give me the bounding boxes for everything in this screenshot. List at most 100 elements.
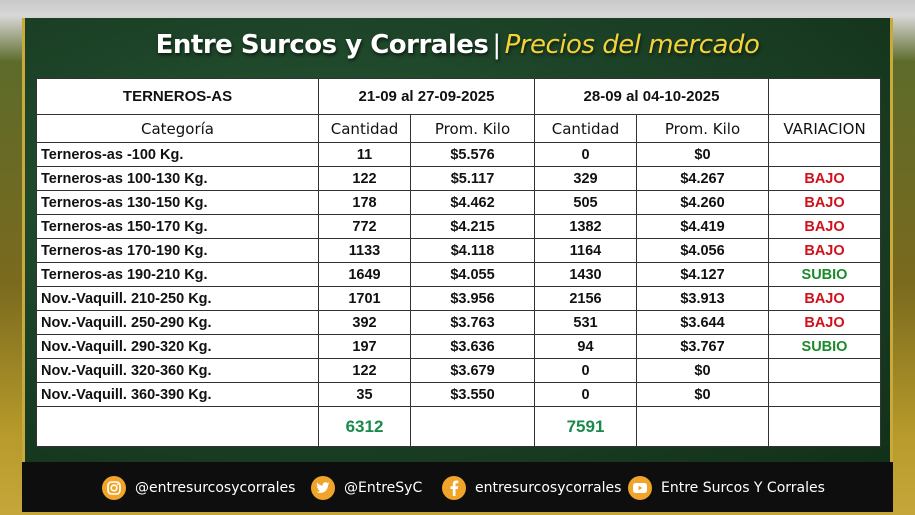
category-cell: Nov.-Vaquill. 290-320 Kg. bbox=[36, 334, 319, 359]
qty-2-cell: 1430 bbox=[534, 262, 637, 287]
footer-twitter[interactable]: @EntreSyC bbox=[311, 476, 422, 500]
qty-2-cell: 2156 bbox=[534, 286, 637, 311]
col-qty-1: Cantidad bbox=[318, 114, 411, 143]
empty-cell bbox=[768, 406, 881, 447]
facebook-icon bbox=[442, 476, 466, 500]
title-main: Entre Surcos y Corrales bbox=[155, 30, 489, 60]
avg-2-cell: $4.056 bbox=[636, 238, 769, 263]
variation-cell: SUBIO bbox=[768, 262, 881, 287]
table-row: Terneros-as 130-150 Kg. 178 $4.462 505 $4.26… bbox=[36, 190, 881, 215]
col-qty-2: Cantidad bbox=[534, 114, 637, 143]
avg-1-cell: $5.576 bbox=[410, 142, 535, 167]
qty-2-cell: 0 bbox=[534, 358, 637, 383]
empty-header-cell bbox=[768, 78, 881, 115]
qty-1-cell: 122 bbox=[318, 166, 411, 191]
variation-cell: BAJO bbox=[768, 166, 881, 191]
table-row: Terneros-as 170-190 Kg. 1133 $4.118 1164 $4.… bbox=[36, 238, 881, 263]
category-cell: Terneros-as 150-170 Kg. bbox=[36, 214, 319, 239]
title-sub: Precios del mercado bbox=[504, 30, 760, 60]
category-cell: Terneros-as 170-190 Kg. bbox=[36, 238, 319, 263]
section-label: TERNEROS-AS bbox=[36, 78, 319, 115]
category-cell: Nov.-Vaquill. 320-360 Kg. bbox=[36, 358, 319, 383]
category-cell: Nov.-Vaquill. 210-250 Kg. bbox=[36, 286, 319, 311]
empty-cell bbox=[410, 406, 535, 447]
col-category: Categoría bbox=[36, 114, 319, 143]
avg-2-cell: $3.767 bbox=[636, 334, 769, 359]
period-1-header: 21-09 al 27-09-2025 bbox=[318, 78, 535, 115]
table-row: Nov.-Vaquill. 250-290 Kg. 392 $3.763 531 $3.… bbox=[36, 310, 881, 335]
table-row: Terneros-as 190-210 Kg. 1649 $4.055 1430 $4.… bbox=[36, 262, 881, 287]
period-2-header: 28-09 al 04-10-2025 bbox=[534, 78, 769, 115]
qty-1-cell: 1133 bbox=[318, 238, 411, 263]
qty-2-cell: 1164 bbox=[534, 238, 637, 263]
category-cell: Terneros-as 100-130 Kg. bbox=[36, 166, 319, 191]
avg-2-cell: $4.127 bbox=[636, 262, 769, 287]
header-row-periods: TERNEROS-AS 21-09 al 27-09-2025 28-09 al… bbox=[36, 78, 881, 115]
qty-1-cell: 122 bbox=[318, 358, 411, 383]
avg-1-cell: $3.550 bbox=[410, 382, 535, 407]
qty-1-cell: 11 bbox=[318, 142, 411, 167]
variation-cell: BAJO bbox=[768, 238, 881, 263]
avg-1-cell: $4.118 bbox=[410, 238, 535, 263]
qty-2-cell: 531 bbox=[534, 310, 637, 335]
variation-cell: BAJO bbox=[768, 310, 881, 335]
qty-2-cell: 0 bbox=[534, 382, 637, 407]
variation-cell: BAJO bbox=[768, 214, 881, 239]
table-row: Nov.-Vaquill. 360-390 Kg. 35 $3.550 0 $0 bbox=[36, 382, 881, 407]
empty-cell bbox=[36, 406, 319, 447]
table-row: Nov.-Vaquill. 210-250 Kg. 1701 $3.956 2156 $… bbox=[36, 286, 881, 311]
instagram-icon bbox=[102, 476, 126, 500]
variation-cell: SUBIO bbox=[768, 334, 881, 359]
col-avg-1: Prom. Kilo bbox=[410, 114, 535, 143]
avg-1-cell: $4.055 bbox=[410, 262, 535, 287]
empty-cell bbox=[636, 406, 769, 447]
instagram-handle: @entresurcosycorrales bbox=[135, 480, 296, 496]
qty-2-cell: 505 bbox=[534, 190, 637, 215]
table-row: Nov.-Vaquill. 290-320 Kg. 197 $3.636 94 $3.7… bbox=[36, 334, 881, 359]
qty-1-cell: 1649 bbox=[318, 262, 411, 287]
avg-1-cell: $5.117 bbox=[410, 166, 535, 191]
header-row-columns: Categoría Cantidad Prom. Kilo Cantidad P… bbox=[36, 114, 881, 143]
avg-1-cell: $3.636 bbox=[410, 334, 535, 359]
avg-2-cell: $0 bbox=[636, 358, 769, 383]
avg-1-cell: $3.763 bbox=[410, 310, 535, 335]
table-row: Terneros-as 150-170 Kg. 772 $4.215 1382 $4.4… bbox=[36, 214, 881, 239]
avg-2-cell: $0 bbox=[636, 382, 769, 407]
avg-2-cell: $4.419 bbox=[636, 214, 769, 239]
title-separator: | bbox=[492, 30, 501, 60]
qty-2-cell: 329 bbox=[534, 166, 637, 191]
category-cell: Terneros-as -100 Kg. bbox=[36, 142, 319, 167]
variation-cell bbox=[768, 358, 881, 383]
qty-2-cell: 94 bbox=[534, 334, 637, 359]
variation-cell bbox=[768, 142, 881, 167]
qty-1-cell: 197 bbox=[318, 334, 411, 359]
avg-2-cell: $0 bbox=[636, 142, 769, 167]
footer-instagram[interactable]: @entresurcosycorrales bbox=[102, 476, 295, 500]
footer-youtube[interactable]: Entre Surcos Y Corrales bbox=[628, 476, 825, 500]
avg-2-cell: $4.267 bbox=[636, 166, 769, 191]
avg-2-cell: $3.644 bbox=[636, 310, 769, 335]
footer-facebook[interactable]: entresurcosycorrales bbox=[442, 476, 621, 500]
category-cell: Nov.-Vaquill. 360-390 Kg. bbox=[36, 382, 319, 407]
table-row: Nov.-Vaquill. 320-360 Kg. 122 $3.679 0 $0 bbox=[36, 358, 881, 383]
totals-row: 6312 7591 bbox=[36, 406, 881, 447]
qty-2-cell: 1382 bbox=[534, 214, 637, 239]
qty-2-cell: 0 bbox=[534, 142, 637, 167]
category-cell: Nov.-Vaquill. 250-290 Kg. bbox=[36, 310, 319, 335]
col-variation: VARIACION bbox=[768, 114, 881, 143]
youtube-icon bbox=[628, 476, 652, 500]
category-cell: Terneros-as 190-210 Kg. bbox=[36, 262, 319, 287]
qty-1-cell: 35 bbox=[318, 382, 411, 407]
twitter-icon bbox=[311, 476, 335, 500]
avg-1-cell: $3.956 bbox=[410, 286, 535, 311]
avg-2-cell: $4.260 bbox=[636, 190, 769, 215]
price-table: TERNEROS-AS 21-09 al 27-09-2025 28-09 al… bbox=[36, 78, 881, 447]
qty-1-cell: 772 bbox=[318, 214, 411, 239]
avg-2-cell: $3.913 bbox=[636, 286, 769, 311]
total-1-cell: 6312 bbox=[318, 406, 411, 447]
table-row: Terneros-as 100-130 Kg. 122 $5.117 329 $4.26… bbox=[36, 166, 881, 191]
col-avg-2: Prom. Kilo bbox=[636, 114, 769, 143]
page-title: Entre Surcos y Corrales | Precios del merc… bbox=[0, 30, 915, 60]
avg-1-cell: $4.215 bbox=[410, 214, 535, 239]
facebook-handle: entresurcosycorrales bbox=[475, 480, 622, 496]
